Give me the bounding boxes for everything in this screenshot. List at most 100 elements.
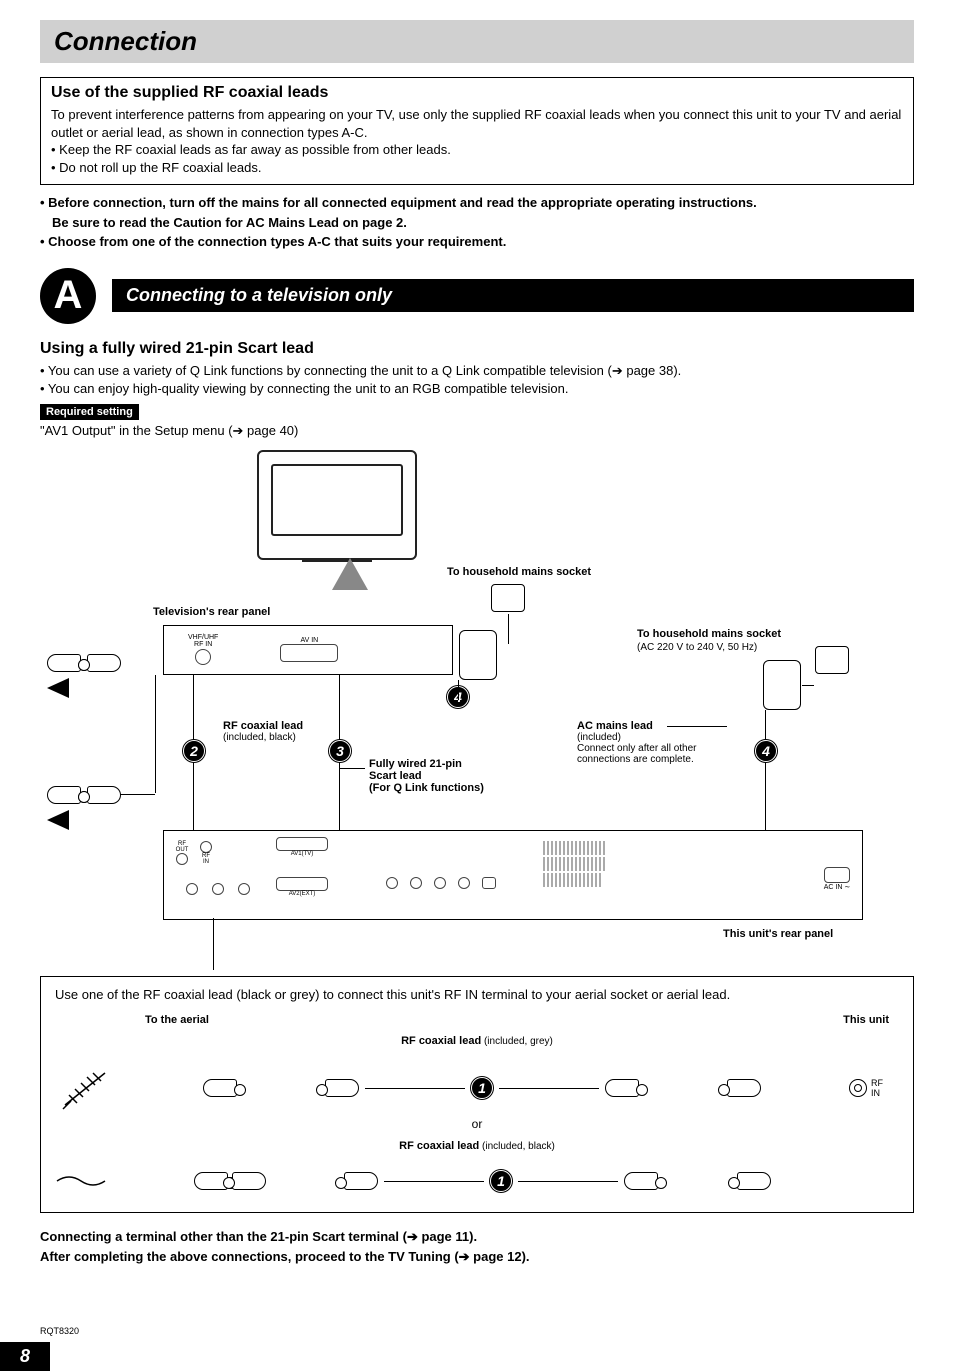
required-setting-text: "AV1 Output" in the Setup menu (➔ page 4… (40, 422, 914, 440)
plug-icon (737, 1172, 771, 1190)
video-port-icon (434, 877, 446, 889)
section-a-header: A Connecting to a television only (40, 268, 914, 324)
to-mains-2-label: To household mains socket (637, 628, 781, 640)
pre-section-bullets: • Before connection, turn off the mains … (40, 193, 914, 252)
unit-rear-label: This unit's rear panel (723, 928, 833, 940)
plug-icon (47, 654, 81, 672)
to-mains-2-sub: (AC 220 V to 240 V, 50 Hz) (637, 642, 757, 653)
pre-bullet-1b: Be sure to read the Caution for AC Mains… (40, 213, 914, 233)
unit-plug-left (47, 786, 121, 804)
plug-icon (203, 1079, 237, 1097)
rf-info-bullet-1: • Keep the RF coaxial leads as far away … (51, 141, 903, 159)
tv-icon (257, 450, 417, 560)
plug-icon (47, 786, 81, 804)
black-lead-label: RF coaxial lead (included, black) (55, 1137, 899, 1152)
tv-rear-panel: VHF/UHF RF IN AV IN (163, 625, 453, 675)
avin-port-icon (280, 644, 338, 662)
av1-label: AV1(TV) (274, 851, 330, 857)
plug-icon (605, 1079, 639, 1097)
rfout-port-icon (176, 853, 188, 865)
av2-label: AV2(EXT) (274, 891, 330, 897)
component-port-icon (186, 883, 198, 895)
svideo-port-icon (458, 877, 470, 889)
scart-bullet-2: • You can enjoy high-quality viewing by … (40, 380, 914, 398)
aerial-connection-box: Use one of the RF coaxial lead (black or… (40, 976, 914, 1213)
step-3-badge: 3 (329, 740, 351, 762)
scart-lead-label: Fully wired 21-pin Scart lead (For Q Lin… (369, 758, 484, 794)
pre-bullet-2: • Choose from one of the connection type… (40, 232, 914, 252)
black-lead-row: 1 (55, 1170, 899, 1192)
step-4-badge-unit: 4 (755, 740, 777, 762)
section-a-title: Connecting to a television only (112, 279, 914, 312)
av1-port-icon (276, 837, 328, 851)
tv-plug-left (47, 654, 141, 672)
optical-port-icon (482, 877, 496, 889)
plug-icon (624, 1172, 658, 1190)
audio-port-icon (386, 877, 398, 889)
tv-rear-label: Television's rear panel (153, 606, 270, 618)
this-unit-label: This unit (843, 1014, 889, 1026)
badge-a-icon: A (40, 268, 96, 324)
acin-label: AC IN ∼ (822, 883, 852, 891)
mains-socket-2-icon (815, 646, 849, 674)
vent-icon (542, 857, 606, 873)
scart-section: Using a fully wired 21-pin Scart lead • … (40, 340, 914, 441)
footer-line-2: After completing the above connections, … (40, 1247, 914, 1267)
page-number: 8 (0, 1342, 50, 1371)
vhf-port-icon (195, 649, 211, 665)
step-1-badge: 1 (490, 1170, 512, 1192)
step-2-badge: 2 (183, 740, 205, 762)
component-port-icon (212, 883, 224, 895)
to-mains-1-label: To household mains socket (447, 566, 591, 578)
doc-code: RQT8320 (40, 1326, 914, 1336)
av2-port-icon (276, 877, 328, 891)
ac-plug-1-icon (459, 630, 497, 680)
rfin-label: RF IN (198, 853, 214, 865)
plug-icon (232, 1172, 266, 1190)
connection-diagram: Television's rear panel VHF/UHF RF IN AV… (47, 450, 907, 970)
plug-icon (325, 1079, 359, 1097)
aerial-intro: Use one of the RF coaxial lead (black or… (55, 987, 899, 1002)
pre-bullet-1: • Before connection, turn off the mains … (40, 193, 914, 213)
vent-icon (542, 841, 606, 857)
vhf-label: VHF/UHF RF IN (188, 634, 218, 648)
footer-notes: Connecting a terminal other than the 21-… (40, 1227, 914, 1266)
aerial-antenna-icon (55, 1065, 115, 1111)
rf-info-box: Use of the supplied RF coaxial leads To … (40, 77, 914, 185)
or-label: or (55, 1117, 899, 1131)
scart-bullet-1: • You can use a variety of Q Link functi… (40, 362, 914, 380)
rf-info-heading: Use of the supplied RF coaxial leads (51, 84, 903, 102)
acin-port-icon (824, 867, 850, 883)
avin-label: AV IN (278, 637, 340, 644)
vent-icon (542, 873, 606, 889)
grey-lead-row: 1 RF IN (55, 1065, 899, 1111)
rf-info-bullet-2: • Do not roll up the RF coaxial leads. (51, 159, 903, 177)
arrow-left-icon (47, 810, 69, 830)
to-aerial-label: To the aerial (145, 1014, 209, 1026)
page-title: Connection (54, 26, 900, 57)
mains-socket-1-icon (491, 584, 525, 612)
required-setting-label: Required setting (40, 404, 139, 420)
rfin-circle-icon (849, 1079, 867, 1097)
rfout-label: RF OUT (174, 841, 190, 853)
grey-lead-label: RF coaxial lead (included, grey) (55, 1032, 899, 1047)
footer-line-1: Connecting a terminal other than the 21-… (40, 1227, 914, 1247)
audio-port-icon (410, 877, 422, 889)
plug-icon (87, 654, 121, 672)
step-1-badge: 1 (471, 1077, 493, 1099)
aerial-cable-icon (55, 1171, 115, 1191)
rf-info-body: To prevent interference patterns from ap… (51, 106, 903, 141)
arrow-left-icon (47, 678, 69, 698)
page-title-bar: Connection (40, 20, 914, 63)
rf-lead-label: RF coaxial lead (included, black) (223, 720, 303, 743)
component-port-icon (238, 883, 250, 895)
scart-heading: Using a fully wired 21-pin Scart lead (40, 340, 914, 358)
ac-plug-2-icon (763, 660, 801, 710)
rfin-port-icon (200, 841, 212, 853)
tv-callout-icon (332, 558, 368, 590)
plug-icon (344, 1172, 378, 1190)
rf-in-port: RF IN (849, 1073, 899, 1103)
plug-icon (87, 786, 121, 804)
unit-rear-panel: RF OUT RF IN AV1(TV) AV2(EXT) (163, 830, 863, 920)
plug-icon (727, 1079, 761, 1097)
